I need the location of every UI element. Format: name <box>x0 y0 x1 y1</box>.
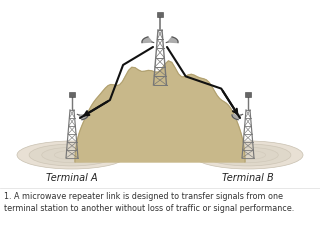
Ellipse shape <box>205 144 291 166</box>
Ellipse shape <box>17 141 127 169</box>
Text: 1. A microwave repeater link is designed to transfer signals from one
terminal s: 1. A microwave repeater link is designed… <box>4 192 294 213</box>
Text: Terminal B: Terminal B <box>222 173 274 183</box>
Ellipse shape <box>29 144 115 166</box>
Ellipse shape <box>54 151 90 159</box>
Polygon shape <box>232 115 241 120</box>
Bar <box>157 12 163 17</box>
Polygon shape <box>142 37 152 43</box>
Ellipse shape <box>42 147 102 163</box>
Bar <box>245 92 251 97</box>
Ellipse shape <box>193 141 303 169</box>
Bar <box>69 92 75 97</box>
Ellipse shape <box>230 151 266 159</box>
Text: Terminal A: Terminal A <box>46 173 98 183</box>
Polygon shape <box>79 115 88 120</box>
Polygon shape <box>75 61 245 162</box>
Polygon shape <box>168 37 178 43</box>
Ellipse shape <box>218 147 278 163</box>
Bar <box>0 188 320 239</box>
